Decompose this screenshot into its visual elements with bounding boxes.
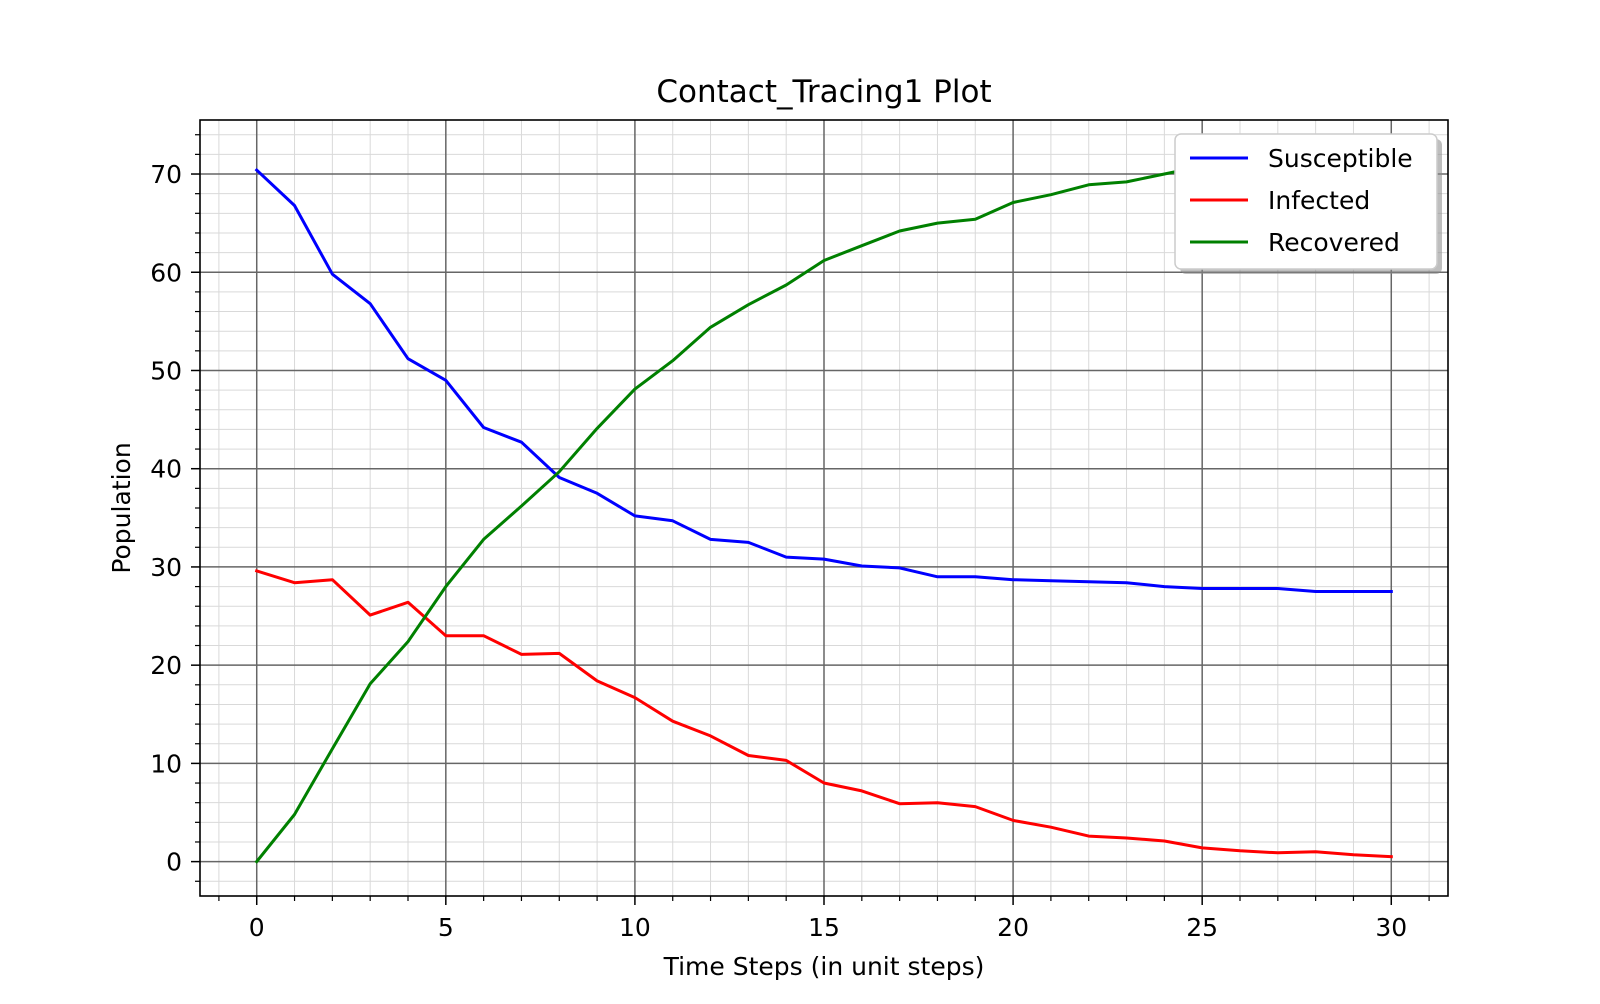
y-tick-label: 10 (150, 749, 182, 778)
y-tick-label: 0 (166, 848, 182, 877)
tick-labels: 0 5 10 15 20 25 30 0 10 20 30 40 50 60 70 (150, 160, 1407, 942)
y-tick-label: 70 (150, 160, 182, 189)
x-tick-label: 15 (808, 913, 840, 942)
legend-label-susceptible: Susceptible (1268, 144, 1413, 173)
series-line-susceptible (254, 167, 1393, 593)
x-axis-label: Time Steps (in unit steps) (663, 952, 985, 981)
y-tick-label: 20 (150, 651, 182, 680)
x-tick-label: 0 (249, 913, 265, 942)
y-tick-label: 30 (150, 553, 182, 582)
legend-label-infected: Infected (1268, 186, 1370, 215)
legend: Susceptible Infected Recovered (1174, 133, 1442, 274)
y-tick-label: 50 (150, 356, 182, 385)
x-tick-label: 10 (619, 913, 651, 942)
y-axis-label: Population (107, 442, 136, 573)
legend-label-recovered: Recovered (1268, 228, 1400, 257)
y-tick-label: 40 (150, 455, 182, 484)
x-tick-label: 5 (438, 913, 454, 942)
chart-title: Contact_Tracing1 Plot (656, 74, 991, 110)
x-tick-label: 20 (997, 913, 1029, 942)
y-tick-label: 60 (150, 258, 182, 287)
major-grid (200, 120, 1448, 896)
legend-entries: Susceptible Infected Recovered (1190, 144, 1413, 257)
series-line-infected (254, 569, 1393, 859)
axis-ticks (191, 134, 1430, 905)
legend-box (1174, 133, 1438, 270)
x-tick-label: 30 (1375, 913, 1407, 942)
x-tick-label: 25 (1186, 913, 1218, 942)
